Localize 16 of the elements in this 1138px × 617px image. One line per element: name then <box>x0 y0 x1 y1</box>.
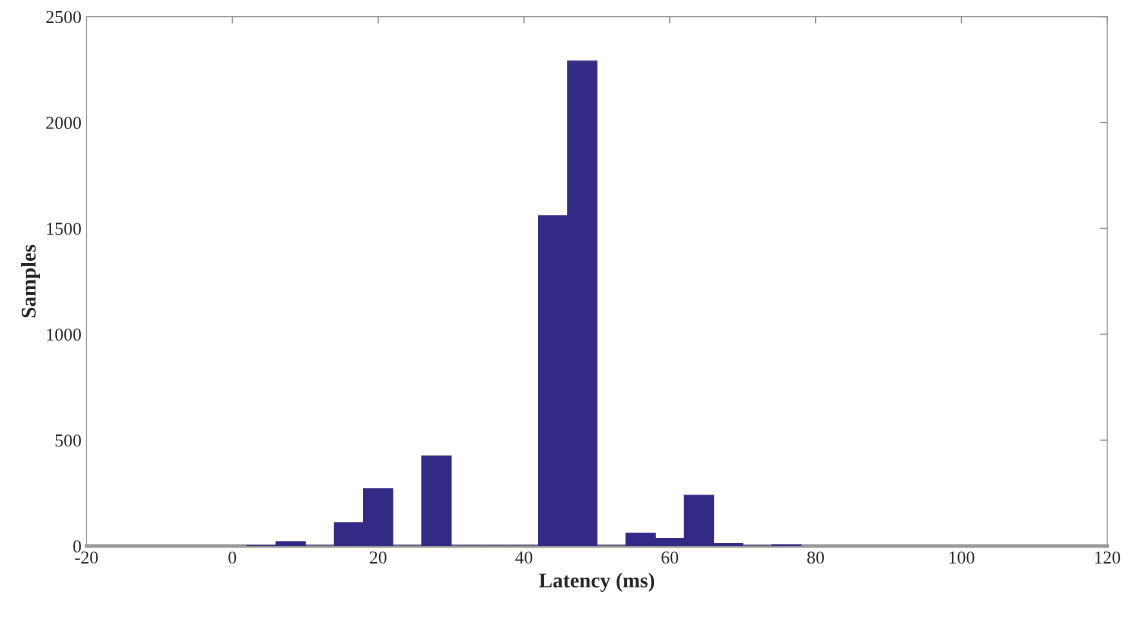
x-tick-label: 120 <box>1095 551 1121 564</box>
y-tick-label: 2500 <box>46 10 81 24</box>
x-tick-label: 80 <box>807 551 824 564</box>
x-tick-label: 60 <box>661 551 679 564</box>
y-tick-label: 1000 <box>47 328 81 341</box>
y-tick-label: 0 <box>73 540 81 553</box>
x-tick-label: 100 <box>949 551 975 564</box>
x-tick-label: 40 <box>515 551 533 564</box>
y-tick-label: 500 <box>55 434 81 447</box>
x-axis-title: Latency (ms) <box>539 572 655 592</box>
x-tick-label: 20 <box>369 551 387 564</box>
y-tick-label: 2000 <box>46 116 81 129</box>
y-axis-title: Samples <box>21 244 40 318</box>
x-tick-label: -20 <box>75 551 98 564</box>
y-tick-label: 1500 <box>47 222 81 235</box>
x-tick-label: 0 <box>228 551 237 564</box>
